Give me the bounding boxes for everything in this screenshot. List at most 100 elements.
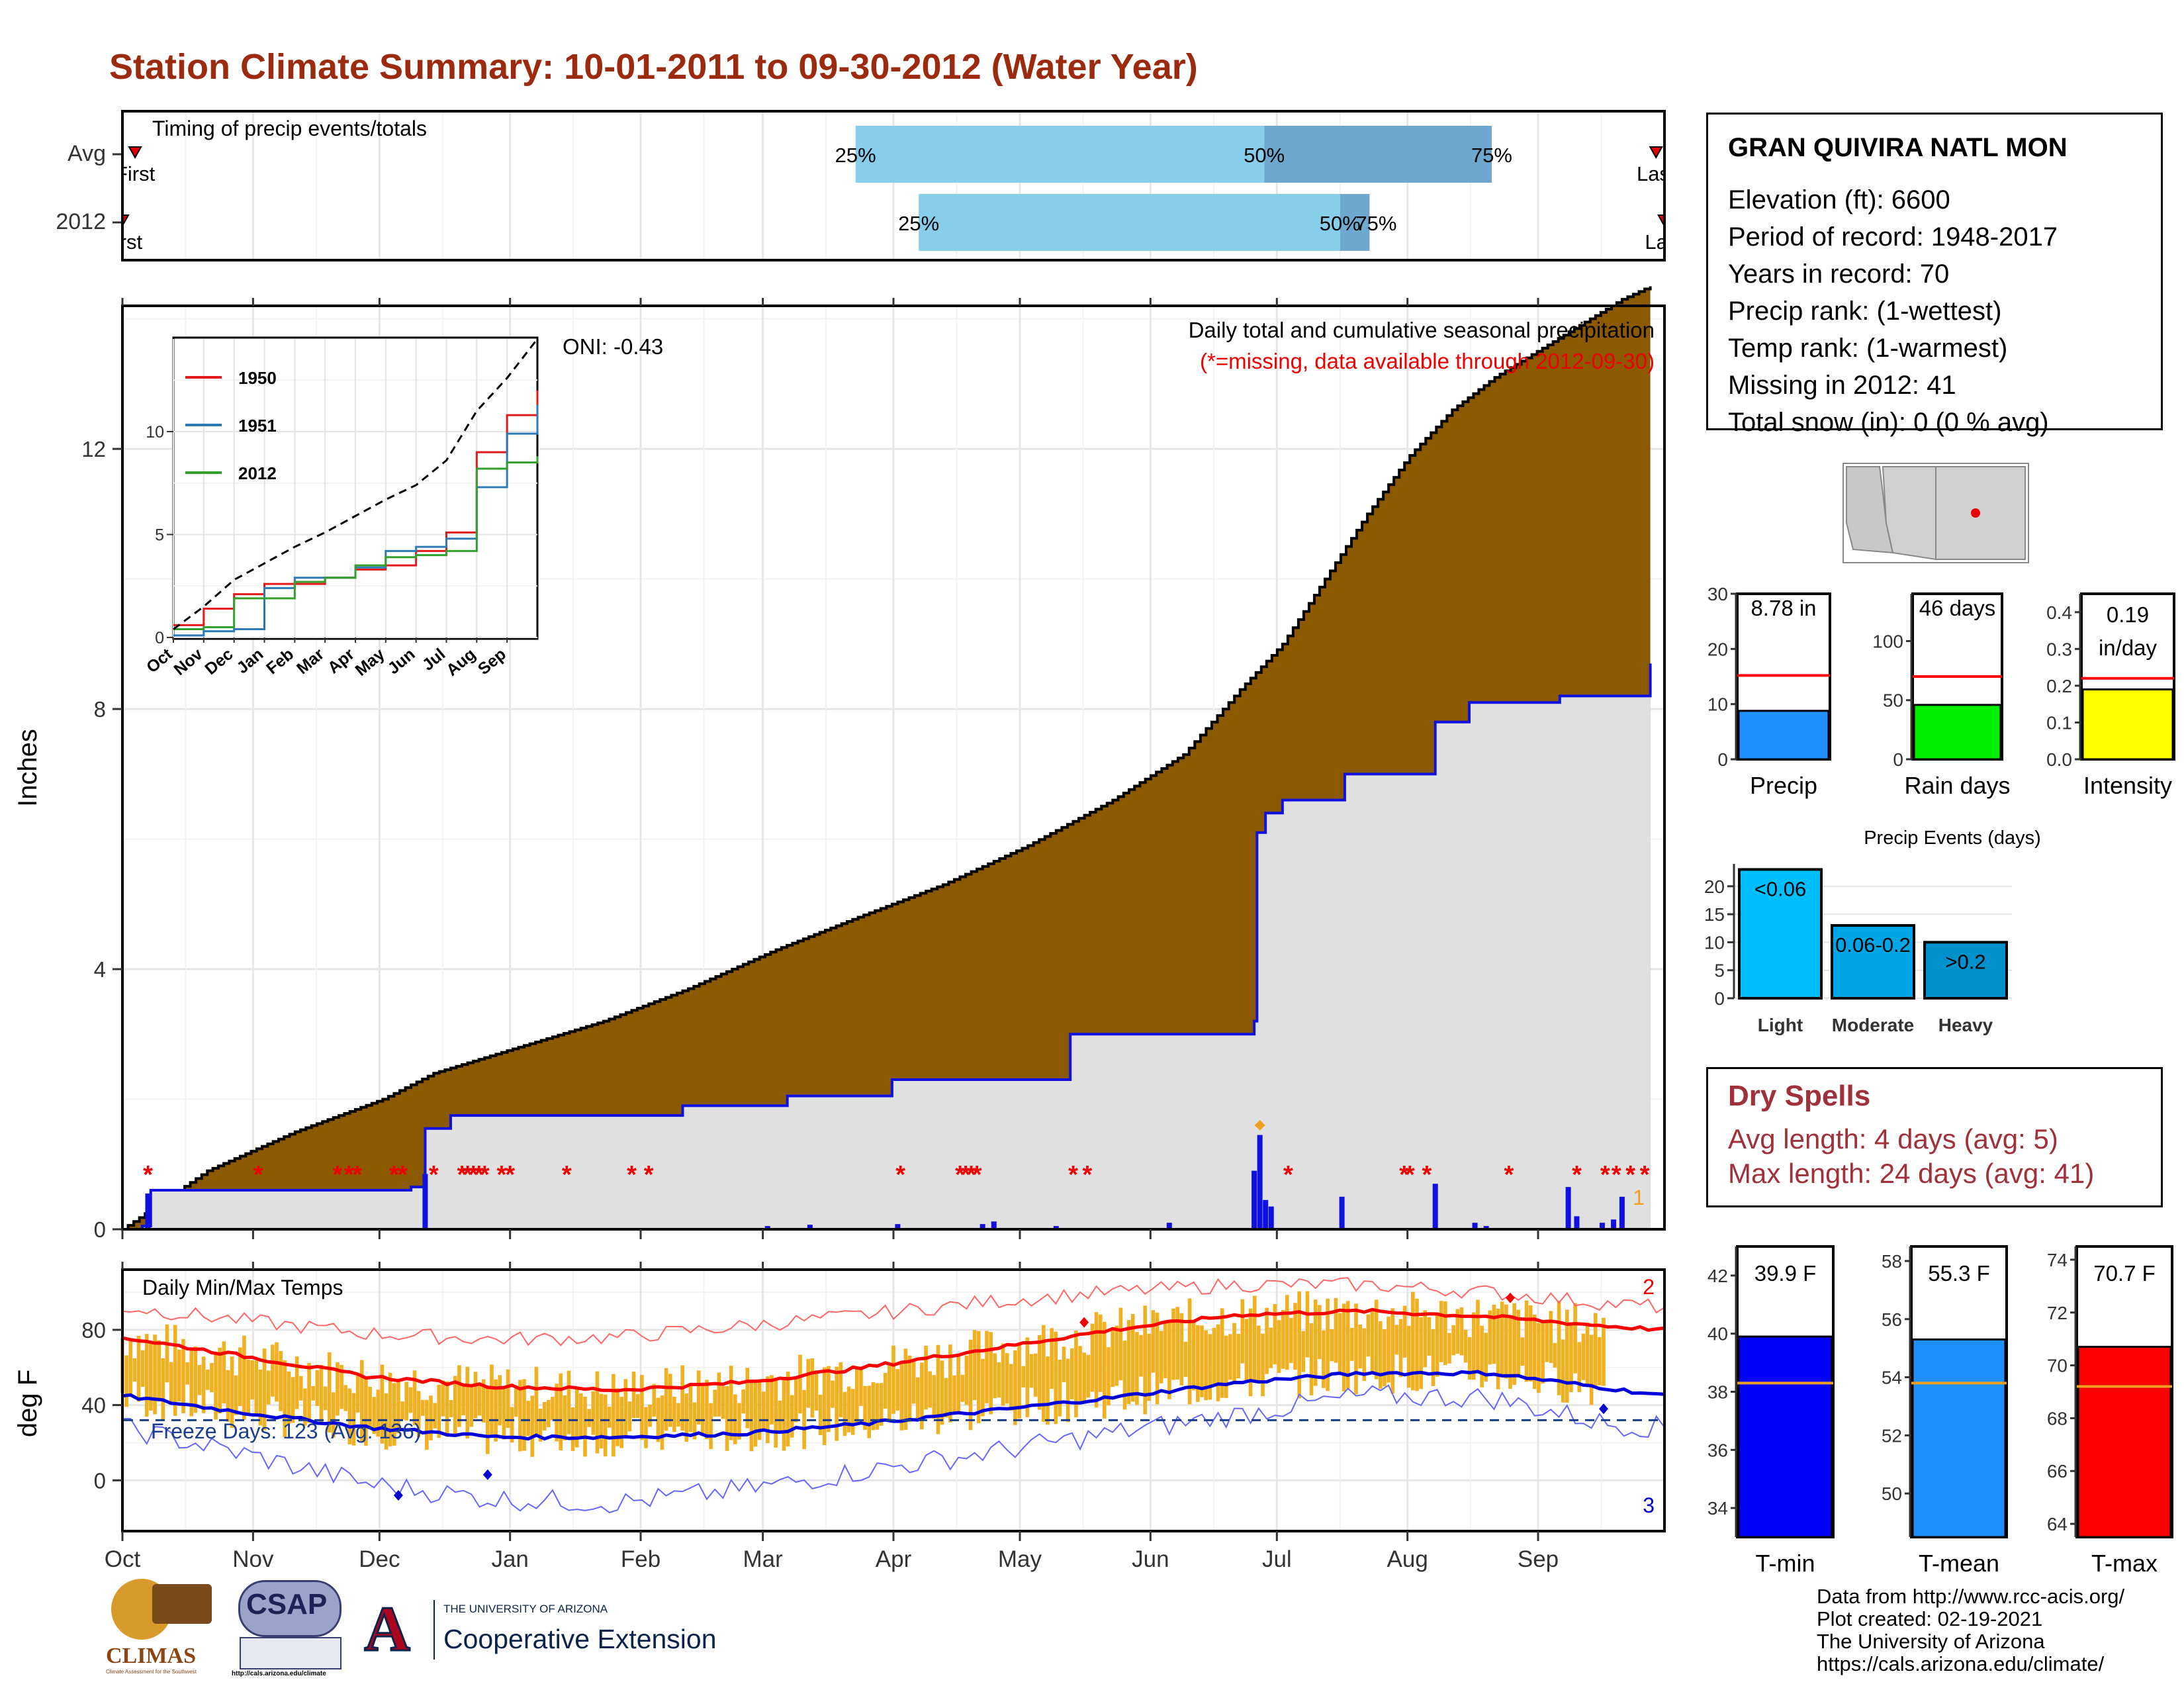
daily-temp-range-bar (359, 1360, 364, 1442)
daily-temp-range-bar (1204, 1330, 1208, 1401)
ua-extension-logo: A THE UNIVERSITY OF ARIZONA Cooperative … (361, 1596, 731, 1671)
missing-data-marker: * (496, 1161, 506, 1189)
daily-temp-range-bar (465, 1366, 469, 1438)
daily-temp-range-bar (1301, 1331, 1306, 1372)
daily-temp-range-bar (1281, 1310, 1285, 1369)
daily-temp-range-bar (1451, 1325, 1455, 1356)
daily-temp-range-bar (839, 1362, 843, 1417)
daily-temp-range-bar (238, 1347, 242, 1406)
daily-precip-bar (1599, 1223, 1605, 1229)
events-bar-heavy (1923, 941, 2008, 1000)
daily-temp-range-bar (246, 1359, 250, 1413)
daily-temp-range-bar (1508, 1315, 1512, 1389)
daily-temp-range-bar (1435, 1313, 1439, 1377)
daily-temp-range-bar (226, 1370, 230, 1422)
daily-temp-range-bar (753, 1382, 758, 1447)
daily-temp-range-bar (242, 1335, 246, 1420)
daily-temp-range-bar (591, 1391, 596, 1435)
summary-ytick-label: 0.0 (2046, 749, 2072, 770)
daily-temp-range-bar (433, 1403, 437, 1429)
daily-temp-range-bar (859, 1366, 863, 1406)
daily-temp-range-bar (1334, 1297, 1338, 1363)
events-ytick-label: 0 (1714, 988, 1725, 1009)
daily-temp-range-bar (291, 1377, 295, 1423)
missing-data-marker: * (955, 1161, 965, 1189)
daily-temp-range-bar (323, 1386, 328, 1411)
summary-ytick-label: 20 (1707, 639, 1728, 659)
summary-ytick-label: 74 (2047, 1250, 2068, 1270)
daily-temp-range-bar (944, 1378, 948, 1418)
daily-temp-range-bar (1354, 1303, 1358, 1395)
daily-temp-range-bar (1398, 1319, 1403, 1378)
daily-precip-bar (1166, 1223, 1172, 1229)
daily-temp-range-bar (968, 1339, 973, 1430)
missing-data-marker: * (398, 1161, 408, 1189)
record-high-count: 2 (1643, 1275, 1655, 1299)
summary-bar-t-mean (1911, 1338, 2007, 1538)
daily-temp-range-bar (668, 1374, 672, 1427)
daily-temp-range-bar (1443, 1301, 1447, 1366)
daily-temp-range-bar (254, 1360, 259, 1417)
events-category-label: Light (1758, 1015, 1803, 1035)
summary-ytick-label: 0.2 (2046, 676, 2072, 696)
daily-temp-range-bar (185, 1362, 189, 1385)
daily-temp-range-bar (1126, 1320, 1131, 1405)
daily-temp-range-bar (169, 1362, 173, 1405)
daily-temp-range-bar (989, 1332, 993, 1415)
daily-temp-range-bar (794, 1379, 798, 1423)
daily-temp-range-bar (538, 1408, 543, 1442)
daily-temp-range-bar (871, 1382, 876, 1430)
daily-temp-range-bar (770, 1375, 774, 1425)
daily-temp-range-bar (688, 1383, 693, 1432)
daily-temp-range-bar (940, 1360, 944, 1425)
timing-pct-label: 50% (1320, 212, 1361, 235)
daily-temp-range-bar (1394, 1325, 1399, 1355)
daily-temp-range-bar (262, 1348, 267, 1430)
missing-data-marker: * (972, 1161, 982, 1189)
daily-temp-range-bar (960, 1374, 965, 1402)
daily-temp-range-bar (1062, 1346, 1066, 1383)
climas-subtitle: Climate Assessment for the Southwest (106, 1669, 197, 1675)
daily-temp-range-bar (1504, 1304, 1508, 1379)
missing-data-marker: * (1640, 1161, 1650, 1189)
daily-temp-range-bar (563, 1395, 567, 1441)
daily-temp-range-bar (1557, 1301, 1561, 1395)
summary-ytick-label: 0.4 (2046, 602, 2072, 623)
csap-wordmark: CSAP (246, 1588, 328, 1620)
daily-temp-range-bar (976, 1331, 981, 1424)
csap-logo: CSAP http://cals.arizona.edu/climate (232, 1579, 351, 1681)
daily-temp-range-bar (1265, 1307, 1269, 1374)
daily-temp-range-bar (1415, 1298, 1419, 1391)
timing-bar-25-50 (855, 126, 1265, 183)
precip-totals-panels: 0 10 20 30 8.78 in Precip 0 50 100 46 days Rain da… (1707, 584, 2175, 799)
daily-temp-range-bar (343, 1385, 348, 1411)
daily-temp-range-bar (368, 1387, 372, 1429)
daily-temp-range-bar (612, 1374, 615, 1457)
state-shape-nm (1935, 466, 2026, 560)
inset-legend-label: 2012 (238, 463, 277, 483)
daily-precip-bar (422, 1174, 428, 1229)
daily-temp-range-bar (473, 1372, 478, 1419)
daily-temp-range-bar (1459, 1307, 1464, 1356)
daily-temp-range-bar (1411, 1291, 1415, 1391)
events-bar-label: <0.06 (1754, 877, 1806, 900)
daily-temp-range-bar (457, 1365, 461, 1427)
daily-precip-bar (1257, 1135, 1263, 1229)
daily-temp-range-bar (1090, 1323, 1095, 1392)
daily-temp-range-bar (477, 1383, 482, 1416)
summary-ytick-label: 0.1 (2046, 712, 2072, 733)
daily-temp-range-bar (461, 1385, 465, 1416)
daily-temp-range-bar (1147, 1333, 1152, 1401)
daily-temp-range-bar (1439, 1301, 1443, 1362)
daily-precip-bar (764, 1226, 770, 1229)
daily-temp-range-bar (412, 1370, 417, 1426)
dry-spells-box: Dry Spells Avg length: 4 days (avg: 5) M… (1706, 1067, 2163, 1207)
daily-temp-range-bar (530, 1395, 535, 1457)
station-location-dot (1971, 508, 1980, 518)
daily-temp-range-bar (1212, 1327, 1216, 1386)
missing-data-marker: * (1405, 1161, 1415, 1189)
daily-temp-range-bar (469, 1384, 474, 1427)
daily-temp-range-bar (875, 1383, 880, 1430)
summary-value-label: 8.78 in (1751, 596, 1816, 620)
summary-bar-t-min (1737, 1335, 1833, 1538)
